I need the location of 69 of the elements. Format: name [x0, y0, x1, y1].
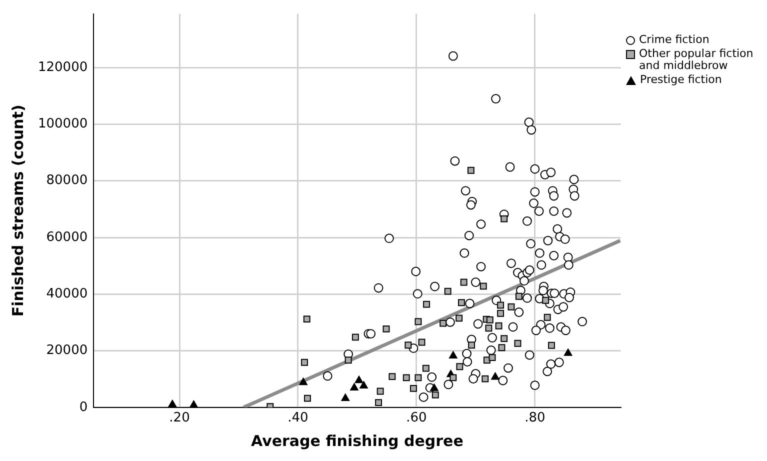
point — [449, 351, 458, 358]
point — [341, 394, 350, 401]
point — [485, 324, 492, 332]
point — [491, 372, 500, 380]
point — [450, 374, 457, 382]
y-tick-label: 80000 — [46, 173, 88, 188]
y-tick-label: 100000 — [38, 116, 88, 132]
point — [500, 335, 508, 342]
point — [402, 374, 410, 382]
point — [497, 310, 504, 317]
point — [304, 394, 311, 402]
point — [444, 288, 452, 295]
legend-label: Prestige fiction — [640, 73, 722, 86]
x-tick-label: .60 — [406, 410, 427, 426]
y-tick-label: 20000 — [46, 343, 88, 358]
x-tick-label: .40 — [288, 410, 308, 426]
x-tick-label: .80 — [524, 410, 546, 426]
point — [500, 215, 508, 222]
point — [432, 391, 439, 398]
point — [301, 358, 308, 366]
y-axis-title: Finished streams (count) — [8, 104, 27, 317]
point — [542, 296, 550, 304]
point — [564, 348, 572, 356]
point — [376, 388, 384, 395]
point — [422, 364, 430, 372]
point — [498, 344, 506, 352]
point — [495, 322, 502, 330]
point — [360, 381, 368, 388]
point — [458, 299, 465, 306]
point — [382, 325, 390, 332]
point — [299, 378, 308, 386]
point — [423, 300, 430, 308]
point — [488, 354, 496, 362]
point — [303, 316, 310, 323]
point — [460, 278, 468, 286]
legend-label: Crime fiction — [639, 33, 710, 46]
point — [467, 166, 474, 174]
point — [414, 374, 422, 382]
y-tick-label: 40000 — [46, 286, 88, 302]
point — [514, 340, 522, 347]
y-tick-label: 60000 — [46, 230, 88, 245]
point — [486, 316, 494, 324]
point — [497, 302, 504, 309]
point — [350, 383, 358, 390]
point — [354, 376, 364, 384]
y-tick-label: 120000 — [38, 60, 88, 75]
point — [352, 334, 359, 341]
point — [480, 282, 487, 290]
point — [440, 320, 447, 327]
point — [410, 384, 417, 392]
point — [515, 292, 522, 300]
point — [468, 342, 476, 349]
y-tick-label: 0 — [79, 400, 88, 415]
point — [344, 356, 352, 364]
point — [414, 318, 422, 326]
x-tick-label: .20 — [169, 410, 190, 426]
point — [388, 373, 396, 380]
point — [456, 363, 464, 370]
x-axis-title: Average finishing degree — [251, 432, 464, 450]
point — [375, 399, 382, 406]
legend-label: Other popular fiction and middlebrow — [639, 47, 754, 72]
point — [508, 303, 515, 310]
point — [544, 314, 551, 321]
point — [430, 384, 438, 392]
point — [404, 342, 412, 349]
point — [456, 314, 463, 322]
point — [548, 342, 555, 349]
point — [168, 400, 177, 408]
point — [482, 375, 489, 382]
